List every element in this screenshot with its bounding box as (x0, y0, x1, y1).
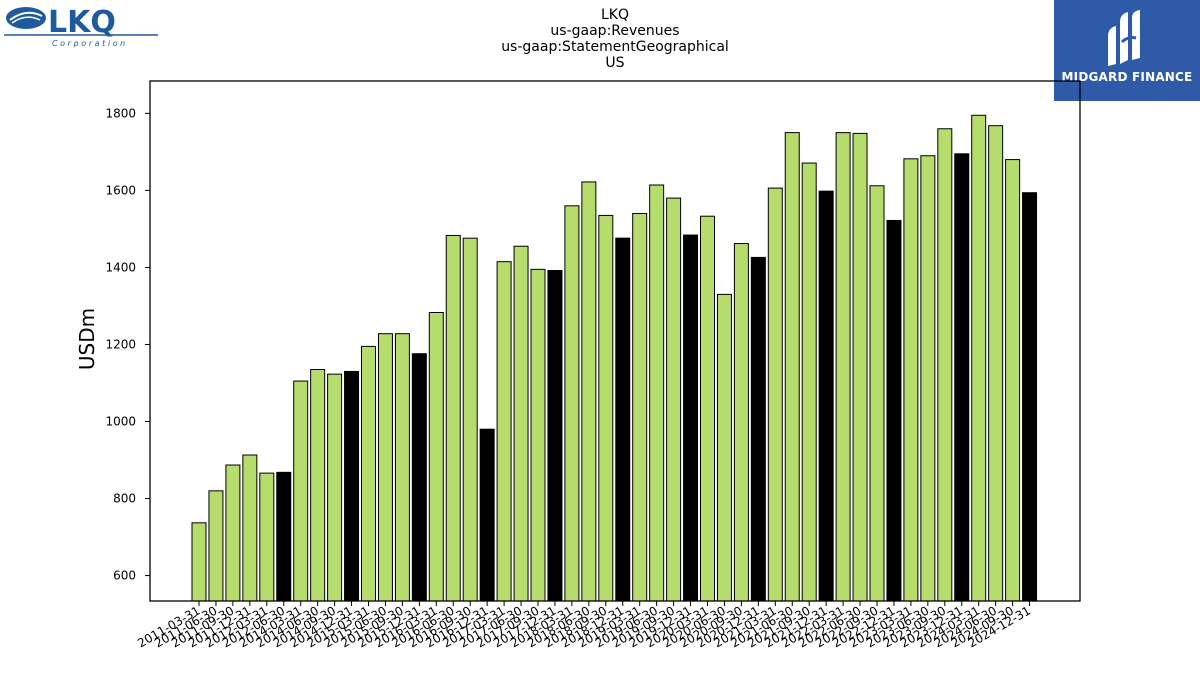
bar-2022-12-31 (886, 219, 902, 602)
bar-2021-09-30 (801, 162, 817, 602)
bar-2011-06-30 (208, 490, 224, 602)
title-company: LKQ (601, 7, 629, 23)
title-dimension: us-gaap:StatementGeographical (501, 39, 729, 55)
y-tick-label: 1200 (105, 337, 136, 351)
bar-2024-09-30 (1005, 159, 1021, 602)
bars-group (191, 114, 1038, 602)
bar-2018-09-30 (598, 214, 614, 602)
plot-frame (149, 80, 1081, 602)
bar-2017-03-31 (496, 261, 512, 602)
lkq-logo: LKQ Corporation (4, 4, 160, 48)
bar-2017-12-31 (547, 270, 563, 602)
bar-2020-12-31 (750, 256, 766, 602)
bar-2023-12-31 (954, 153, 970, 602)
bar-2024-12-31 (1022, 192, 1038, 602)
bar-2020-09-30 (733, 243, 749, 602)
bar-2015-12-31 (411, 353, 427, 602)
bar-2014-09-30 (327, 373, 343, 602)
bar-2021-12-31 (818, 190, 834, 602)
chart-title: LKQ us-gaap:Revenues us-gaap:StatementGe… (415, 7, 815, 71)
bar-2019-03-31 (632, 213, 648, 602)
bar-2018-06-30 (581, 181, 597, 602)
bar-2012-06-30 (276, 471, 292, 602)
bar-2017-06-30 (513, 245, 529, 602)
x-axis: 2011-03-312011-06-302011-09-302011-12-31… (135, 601, 1033, 650)
y-tick-label: 600 (113, 569, 136, 583)
bar-2016-03-31 (428, 312, 444, 602)
bar-2022-03-31 (835, 132, 851, 602)
midgard-logo-text: MIDGARD FINANCE (1061, 70, 1193, 84)
bar-2023-06-30 (920, 155, 936, 602)
lkq-logo-text: LKQ (48, 5, 116, 40)
midgard-logo-icon (1108, 10, 1140, 66)
bar-2017-09-30 (530, 268, 546, 602)
title-metric: us-gaap:Revenues (550, 23, 680, 39)
lkq-logo-icon: LKQ Corporation (4, 5, 158, 48)
bar-2022-06-30 (852, 132, 868, 602)
bar-2012-03-31 (259, 472, 275, 602)
bar-2024-06-30 (988, 125, 1004, 602)
lkq-logo-subtitle: Corporation (52, 39, 128, 48)
bar-2015-09-30 (394, 333, 410, 602)
bar-2023-03-31 (903, 158, 919, 602)
bar-2019-12-31 (683, 234, 699, 602)
y-tick-label: 1800 (105, 106, 136, 120)
bar-2019-09-30 (666, 197, 682, 602)
y-tick-label: 1600 (105, 183, 136, 197)
bar-2018-03-31 (564, 205, 580, 602)
bar-2014-03-31 (293, 380, 309, 602)
bar-2021-03-31 (767, 187, 783, 602)
bar-2018-12-31 (615, 237, 631, 602)
y-tick-label: 1000 (105, 415, 136, 429)
bar-2011-12-31 (242, 454, 258, 602)
y-tick-label: 1400 (105, 260, 136, 274)
bar-2016-09-30 (462, 237, 478, 602)
y-tick-label: 800 (113, 492, 136, 506)
midgard-logo: MIDGARD FINANCE (1054, 0, 1200, 101)
bar-2014-06-30 (310, 369, 326, 602)
bar-2022-09-30 (869, 185, 885, 602)
bar-2015-03-31 (361, 345, 376, 602)
bar-2020-06-30 (716, 293, 732, 602)
bar-2023-09-30 (937, 128, 953, 602)
title-member: US (605, 55, 625, 71)
bar-2011-09-30 (225, 464, 241, 602)
y-axis: 600 800 1000 1200 1400 1600 1800 (105, 106, 150, 583)
bar-2016-12-31 (479, 428, 495, 602)
bar-2014-12-31 (344, 370, 360, 602)
bar-2019-06-30 (649, 184, 665, 602)
bar-2015-06-30 (377, 333, 393, 602)
bar-2016-06-30 (445, 234, 461, 602)
y-axis-label: USDm (75, 308, 99, 370)
bar-2021-06-30 (784, 132, 800, 602)
bar-2020-03-31 (700, 215, 715, 602)
bar-2024-03-31 (971, 114, 987, 602)
bar-2011-03-31 (191, 522, 207, 602)
